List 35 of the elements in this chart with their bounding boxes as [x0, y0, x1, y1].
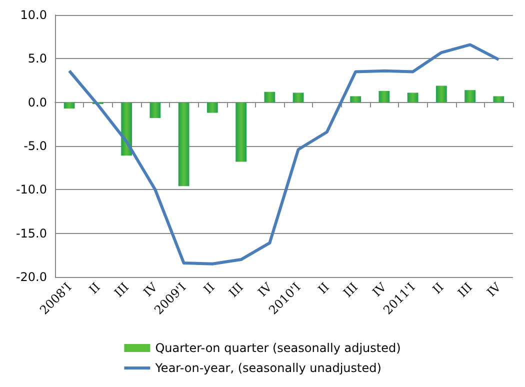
y-tick-label: 0.0	[28, 95, 47, 110]
x-tick-label: IV	[370, 280, 390, 300]
legend-label: Quarter-on quarter (seasonally adjusted)	[155, 341, 401, 355]
x-tick-label: II	[86, 280, 104, 297]
x-tick-label: III	[112, 280, 132, 300]
y-tick-label: -10.0	[16, 182, 47, 197]
bar	[264, 92, 276, 102]
x-tick-label: IV	[484, 280, 504, 300]
bar	[436, 86, 447, 102]
bar	[236, 102, 246, 162]
bar	[207, 102, 218, 113]
y-tick-label: -5.0	[24, 139, 47, 153]
y-tick-label: 10.0	[20, 8, 47, 22]
bar	[350, 96, 361, 102]
x-tick-label: IV	[255, 280, 275, 300]
bar	[64, 102, 75, 108]
bar	[178, 102, 190, 186]
x-tick-label: III	[226, 280, 246, 300]
x-tick-label: II	[430, 280, 447, 297]
x-tick-label: IV	[140, 280, 160, 300]
x-tick-label: II	[200, 280, 218, 297]
x-tick-label: II	[315, 280, 332, 297]
y-tick-label: 5.0	[28, 52, 47, 66]
y-tick-label: -15.0	[16, 226, 47, 240]
legend-label: Year-on-year, (seasonally unadjusted)	[154, 361, 382, 375]
bar	[292, 92, 304, 102]
bar	[150, 102, 161, 118]
y-tick-label: -20.0	[16, 270, 47, 284]
line-series	[68, 43, 500, 266]
x-tick-label: III	[340, 280, 361, 300]
x-tick-label: III	[455, 280, 476, 300]
bar	[378, 90, 390, 102]
bar	[493, 96, 504, 102]
bar	[464, 90, 476, 102]
bar	[407, 92, 418, 102]
